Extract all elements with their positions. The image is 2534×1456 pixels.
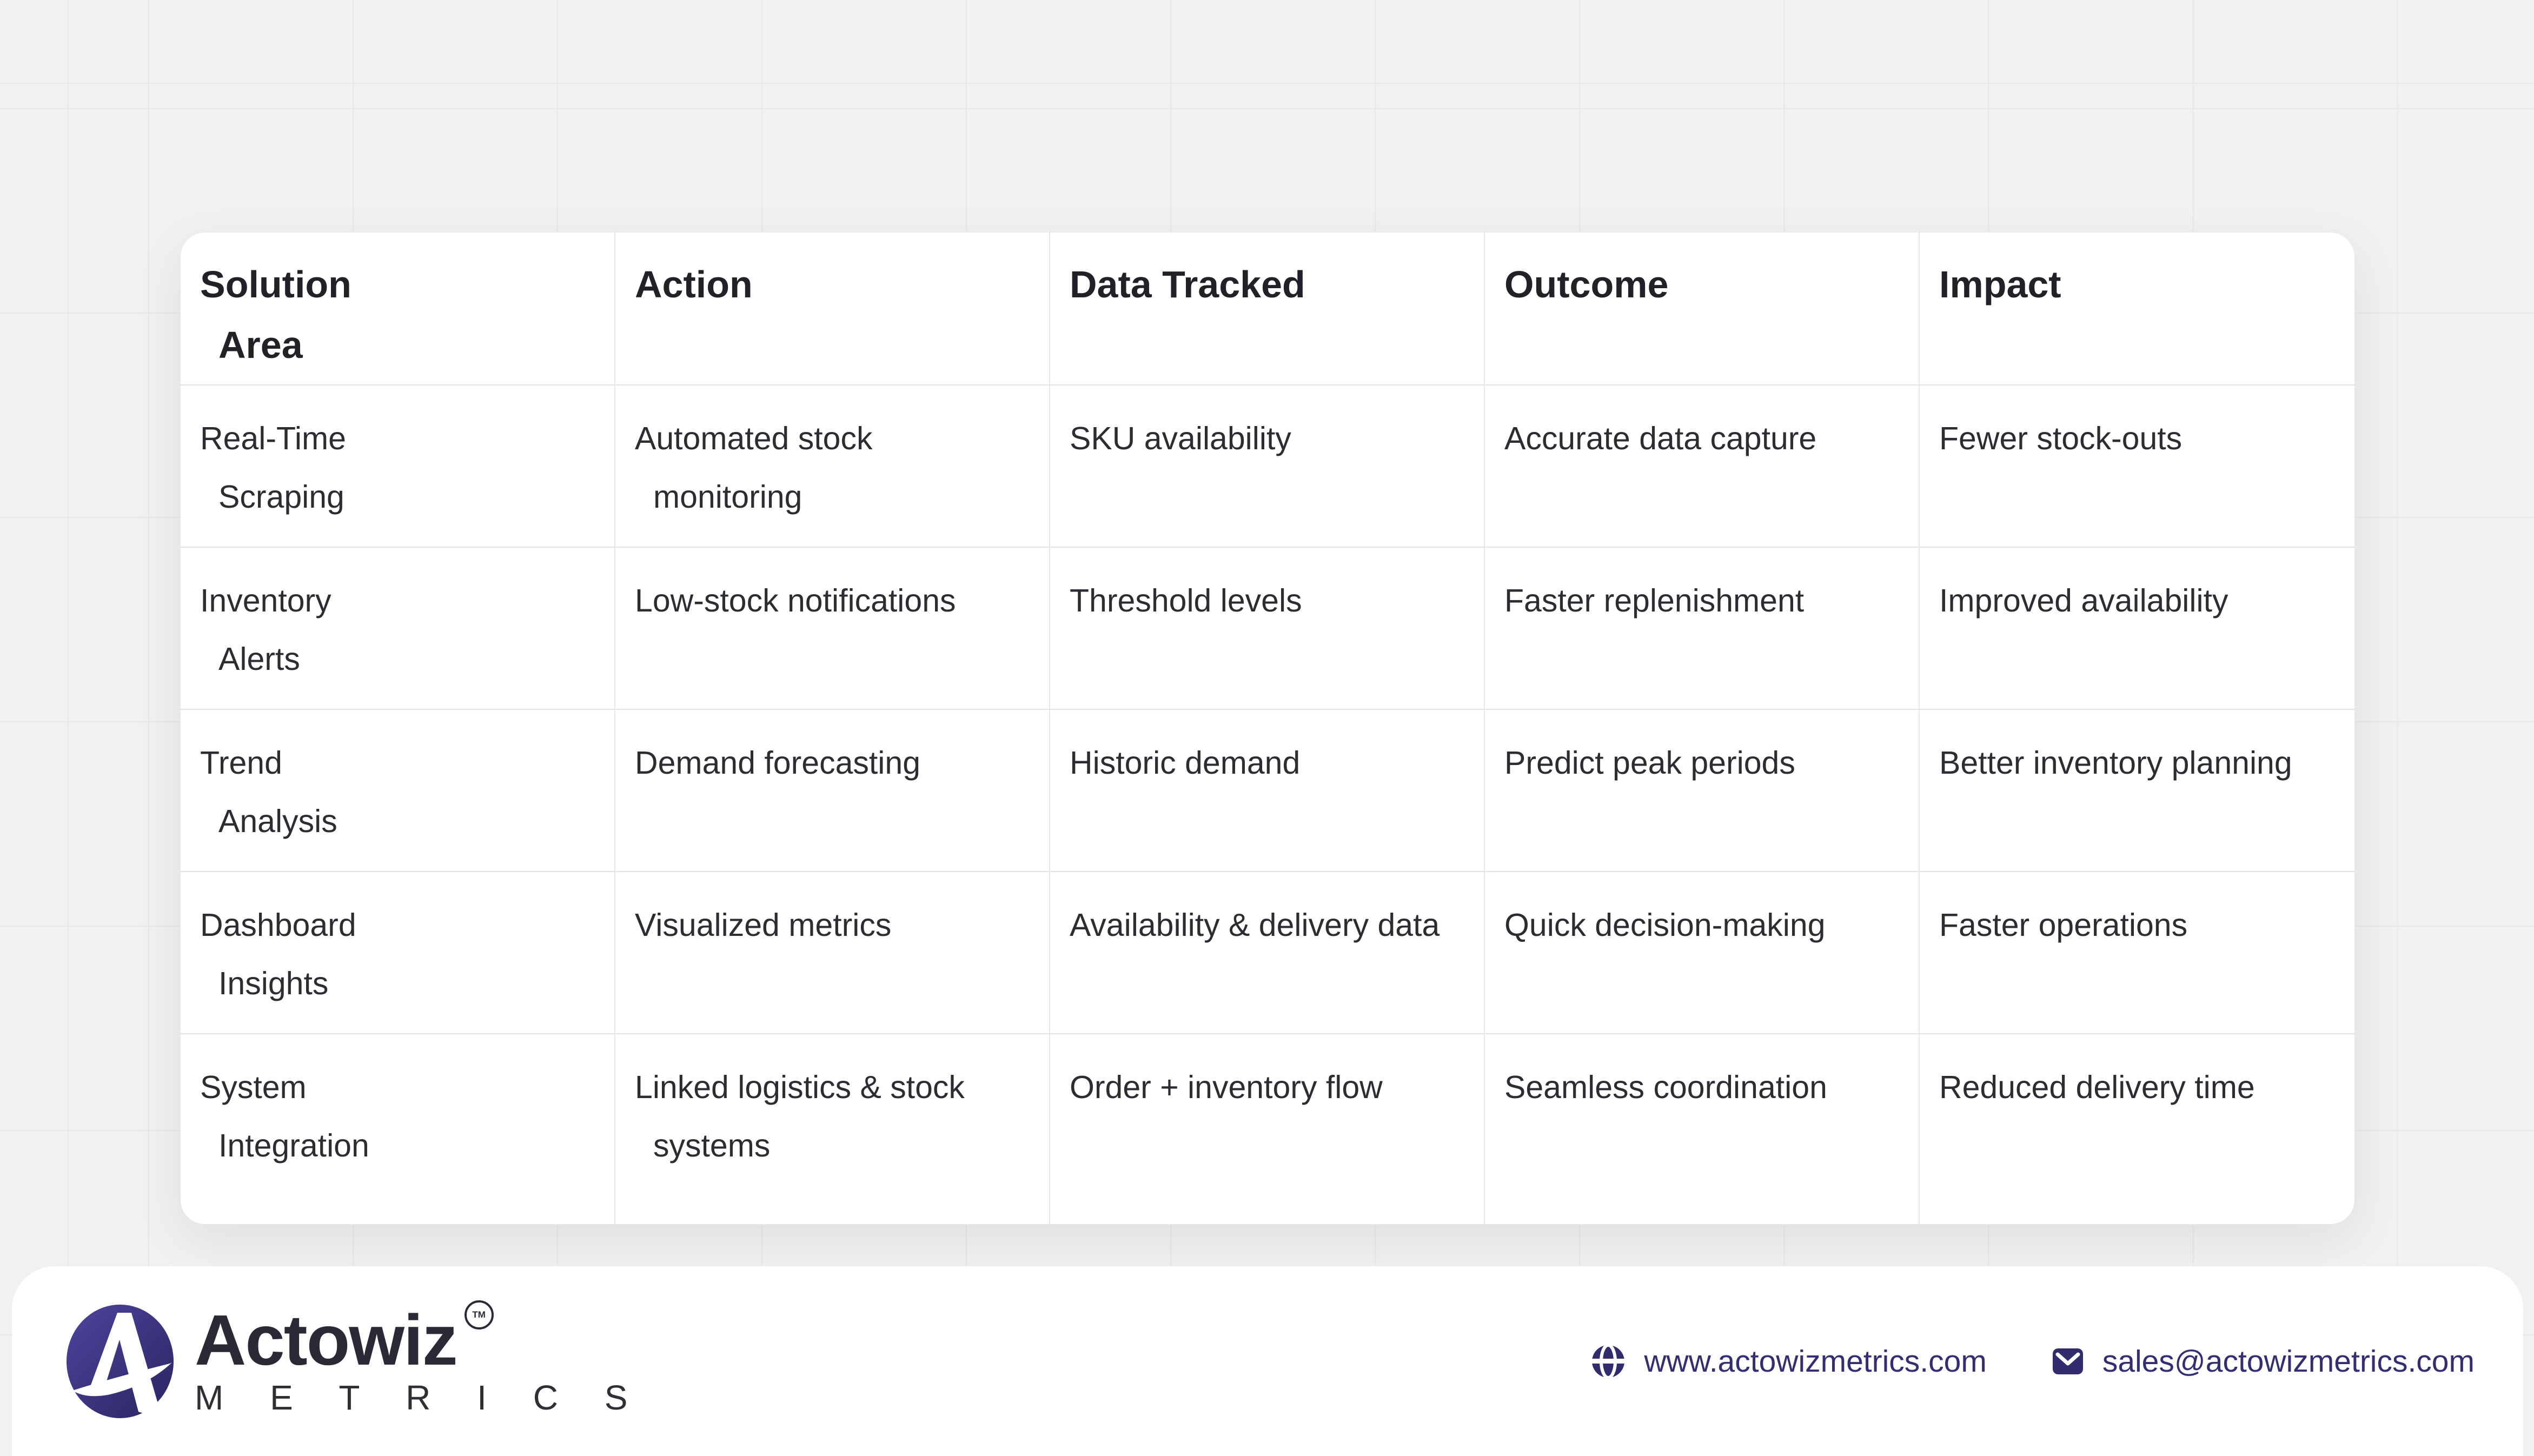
- mail-icon: [2052, 1348, 2083, 1374]
- actowiz-a-icon: [67, 1304, 174, 1418]
- table-cell: System Integration: [181, 1034, 615, 1224]
- brand-tagline: M E T R I C S: [195, 1378, 646, 1417]
- brand-name: Actowiz: [195, 1300, 458, 1380]
- email-link[interactable]: sales@actowizmetrics.com: [2052, 1344, 2475, 1379]
- solution-table: Solution Area Action Data Tracked Outcom…: [181, 232, 2354, 1224]
- table-cell: Improved availability: [1920, 548, 2354, 710]
- table-cell: Fewer stock-outs: [1920, 385, 2354, 548]
- table-cell: Linked logistics & stock systems: [615, 1034, 1050, 1224]
- column-header-data-tracked: Data Tracked: [1050, 232, 1485, 385]
- table-cell: Visualized metrics: [615, 872, 1050, 1034]
- solution-table-card: Solution Area Action Data Tracked Outcom…: [180, 232, 2355, 1225]
- footer-contacts: www.actowizmetrics.com sales@actowizmetr…: [1591, 1344, 2475, 1379]
- table-cell: Quick decision-making: [1485, 872, 1920, 1034]
- column-header-impact: Impact: [1920, 232, 2354, 385]
- website-url: www.actowizmetrics.com: [1644, 1344, 1987, 1379]
- table-cell: Dashboard Insights: [181, 872, 615, 1034]
- table-cell: Order + inventory flow: [1050, 1034, 1485, 1224]
- table-cell: Real-Time Scraping: [181, 385, 615, 548]
- brand-text: Actowiz TM M E T R I C S: [195, 1300, 646, 1417]
- table-cell: Threshold levels: [1050, 548, 1485, 710]
- website-link[interactable]: www.actowizmetrics.com: [1591, 1344, 1987, 1379]
- email-address: sales@actowizmetrics.com: [2102, 1344, 2475, 1379]
- column-header-action: Action: [615, 232, 1050, 385]
- column-header-outcome: Outcome: [1485, 232, 1920, 385]
- table-cell: Availability & delivery data: [1050, 872, 1485, 1034]
- table-cell: Reduced delivery time: [1939, 1069, 2255, 1105]
- table-cell: Predict peak periods: [1485, 710, 1920, 872]
- table-cell: Accurate data capture: [1485, 385, 1920, 548]
- column-header-solution-area: Solution Area: [181, 232, 615, 385]
- table-cell: Trend Analysis: [181, 710, 615, 872]
- table-cell: Low-stock notifications: [615, 548, 1050, 710]
- globe-icon: [1592, 1344, 1625, 1379]
- table-cell: Inventory Alerts: [181, 548, 615, 710]
- table-cell: Better inventory planning: [1920, 710, 2354, 872]
- table-cell: Demand forecasting: [615, 710, 1050, 872]
- table-cell: Automated stock monitoring: [615, 385, 1050, 548]
- table-cell: Faster operations: [1920, 872, 2354, 1034]
- table-cell: Seamless coordination: [1485, 1034, 1920, 1224]
- trademark-badge: TM: [464, 1300, 494, 1329]
- table-cell: Historic demand: [1050, 710, 1485, 872]
- footer-bar: Actowiz TM M E T R I C S www.actowizmetr…: [12, 1266, 2523, 1456]
- table-cell: Faster replenishment: [1485, 548, 1920, 710]
- table-cell: SKU availability: [1050, 385, 1485, 548]
- brand-logo: Actowiz TM M E T R I C S: [66, 1300, 646, 1419]
